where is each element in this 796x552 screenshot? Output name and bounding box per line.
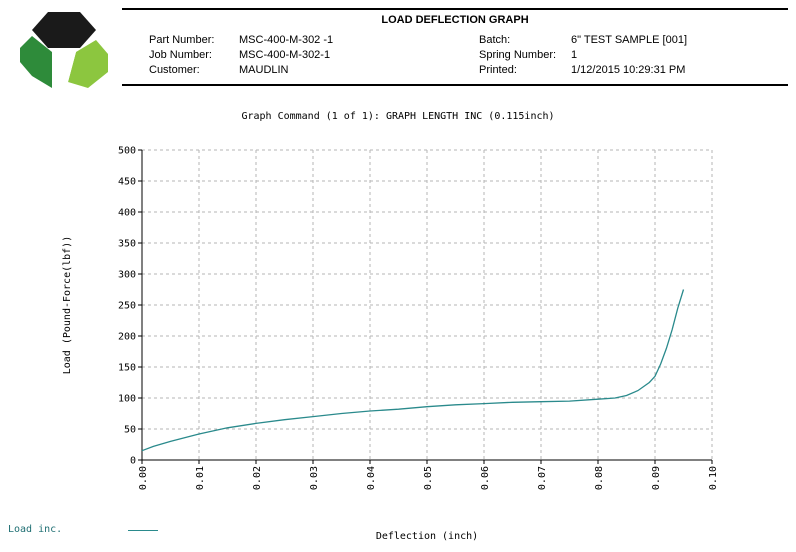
job-number-value: MSC-400-M-302-1 (239, 49, 331, 61)
y-tick-label: 200 (118, 332, 136, 343)
report-title: LOAD DEFLECTION GRAPH (381, 14, 529, 26)
spring-number-value: 1 (571, 49, 578, 61)
y-tick-label: 300 (118, 270, 136, 281)
y-tick-label: 0 (130, 456, 136, 467)
y-tick-label: 100 (118, 394, 136, 405)
part-number-label: Part Number: (149, 34, 215, 46)
batch-value: 6" TEST SAMPLE [001] (571, 34, 687, 46)
y-tick-label: 400 (118, 208, 136, 219)
legend-label: Load inc. (8, 524, 63, 535)
job-number-label: Job Number: (149, 49, 212, 61)
y-tick-label: 250 (118, 301, 136, 312)
header-bottom-rule (122, 84, 788, 86)
x-tick-label: 0.04 (366, 466, 377, 490)
x-tick-label: 0.08 (594, 466, 605, 490)
x-tick-label: 0.05 (423, 466, 434, 490)
x-axis-label: Deflection (inch) (376, 531, 478, 542)
chart-title: Graph Command (1 of 1): GRAPH LENGTH INC… (241, 111, 555, 122)
y-tick-label: 350 (118, 239, 136, 250)
customer-label: Customer: (149, 64, 200, 76)
legend-swatch (128, 530, 158, 531)
x-tick-label: 0.01 (195, 466, 206, 490)
report-header: LOAD DEFLECTION GRAPH Part Number: MSC-4… (122, 4, 788, 86)
hexagon-logo-icon (20, 12, 108, 88)
y-tick-label: 50 (124, 425, 136, 436)
x-tick-label: 0.07 (537, 466, 548, 490)
header-top-rule (122, 8, 788, 10)
spring-number-label: Spring Number: (479, 49, 557, 61)
x-tick-label: 0.09 (651, 466, 662, 490)
part-number-value: MSC-400-M-302 -1 (239, 34, 334, 46)
printed-label: Printed: (479, 64, 517, 76)
x-tick-label: 0.00 (138, 466, 149, 490)
printed-value: 1/12/2015 10:29:31 PM (571, 64, 686, 76)
y-tick-label: 150 (118, 363, 136, 374)
y-tick-label: 500 (118, 146, 136, 157)
x-tick-label: 0.02 (252, 466, 263, 490)
y-tick-label: 450 (118, 177, 136, 188)
x-tick-label: 0.10 (708, 466, 719, 490)
series-line-load-inc (141, 289, 685, 452)
customer-value: MAUDLIN (239, 64, 289, 76)
x-tick-label: 0.03 (309, 466, 320, 490)
batch-label: Batch: (479, 34, 511, 46)
x-tick-label: 0.06 (480, 466, 491, 490)
y-axis-label: Load (Pound-Force(lbf)) (62, 236, 73, 374)
